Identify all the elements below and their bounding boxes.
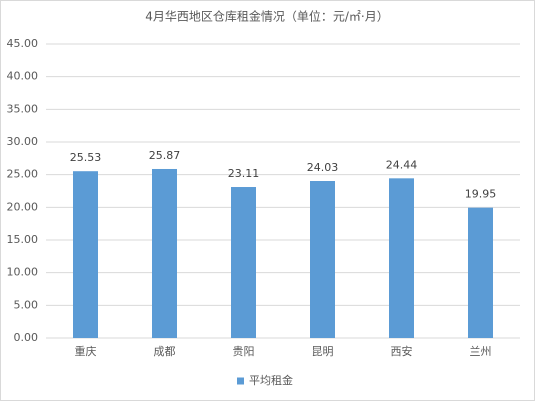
x-tick-label: 兰州 [470,345,492,358]
y-tick-label: 45.00 [7,37,39,50]
value-label: 19.95 [465,188,497,201]
y-tick-label: 15.00 [7,233,39,246]
y-tick-label: 10.00 [7,266,39,279]
value-label: 25.53 [70,151,102,164]
value-label: 25.87 [149,149,181,162]
y-tick-label: 0.00 [14,331,39,344]
chart-title: 4月华西地区仓库租金情况（单位：元/㎡·月） [145,9,389,24]
bar [389,178,414,338]
x-tick-label: 西安 [391,344,413,358]
bar [73,171,98,338]
y-tick-label: 20.00 [7,200,39,213]
legend-label: 平均租金 [249,373,293,387]
y-tick-label: 25.00 [7,168,39,181]
y-tick-label: 5.00 [14,298,39,311]
y-tick-label: 40.00 [7,70,39,83]
value-label: 24.44 [386,158,418,171]
value-label: 23.11 [228,167,260,180]
bar [310,181,335,338]
x-tick-label: 成都 [154,345,176,358]
x-tick-label: 昆明 [312,345,334,358]
x-tick-label: 贵阳 [233,345,255,358]
bar [468,207,493,338]
value-label: 24.03 [307,161,339,174]
y-tick-label: 30.00 [7,135,39,148]
x-tick-label: 重庆 [75,344,97,358]
legend-swatch [237,377,244,385]
bar [231,187,256,338]
bar [152,168,177,338]
y-tick-label: 35.00 [7,102,39,115]
